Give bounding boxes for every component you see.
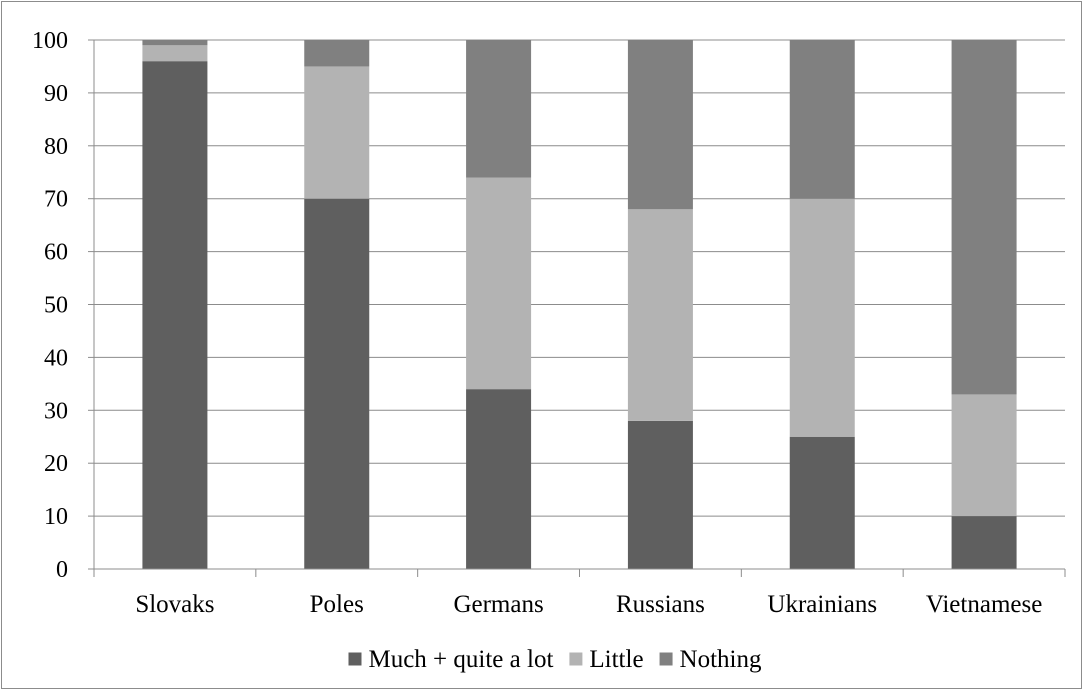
bar-segment-poles-nothing — [304, 40, 370, 67]
y-tick-label: 80 — [44, 134, 68, 160]
x-tick-label: Vietnamese — [926, 591, 1043, 618]
y-tick-label: 10 — [44, 504, 68, 530]
bar-segment-russians-much-quite-a-lot — [627, 420, 693, 569]
x-tick-label: Russians — [616, 591, 705, 618]
bar-segment-slovaks-nothing — [142, 40, 208, 46]
legend: Much + quite a lot Little Nothing — [348, 646, 762, 673]
x-axis: Slovaks Poles Germans Russians Ukrainians Vie… — [93, 568, 1066, 618]
bar-segment-ukrainians-little — [789, 198, 855, 437]
y-tick-label: 60 — [44, 240, 68, 266]
legend-label: Nothing — [680, 646, 762, 673]
x-tick-label: Germans — [453, 591, 543, 618]
gridlines — [94, 39, 1065, 517]
y-axis-ticks: 0 10 20 30 40 50 60 70 80 90 100 — [32, 28, 95, 583]
bar-segment-ukrainians-much-quite-a-lot — [789, 436, 855, 569]
legend-label: Little — [589, 646, 643, 673]
y-tick-label: 70 — [44, 187, 68, 213]
bar-segment-poles-little — [304, 66, 370, 199]
x-tick-label: Ukrainians — [767, 591, 877, 618]
bar-segment-poles-much-quite-a-lot — [304, 198, 370, 569]
bar-segment-slovaks-much-quite-a-lot — [142, 61, 208, 569]
y-tick-label: 90 — [44, 81, 68, 107]
bar-segment-germans-much-quite-a-lot — [466, 389, 532, 569]
bar-segment-vietnamese-much-quite-a-lot — [951, 516, 1017, 569]
legend-label: Much + quite a lot — [368, 646, 553, 673]
y-tick-label: 40 — [44, 345, 68, 371]
y-tick-label: 0 — [56, 557, 68, 583]
y-tick-label: 100 — [32, 28, 68, 54]
bar-segment-russians-little — [627, 209, 693, 421]
bar-segment-ukrainians-nothing — [789, 40, 855, 199]
bar-segment-germans-nothing — [466, 40, 532, 178]
bar-segment-russians-nothing — [627, 40, 693, 210]
bar-segment-vietnamese-little — [951, 394, 1017, 517]
bar-segment-germans-little — [466, 177, 532, 390]
bar-segment-slovaks-little — [142, 45, 208, 62]
legend-swatch — [659, 652, 673, 666]
legend-swatch — [348, 652, 362, 666]
x-tick-label: Poles — [310, 591, 364, 618]
y-tick-label: 50 — [44, 293, 68, 319]
legend-swatch — [569, 652, 583, 666]
bar-segment-vietnamese-nothing — [951, 40, 1017, 395]
y-tick-label: 20 — [44, 451, 68, 477]
x-tick-label: Slovaks — [135, 591, 214, 618]
y-tick-label: 30 — [44, 398, 68, 424]
bars — [142, 40, 1017, 569]
